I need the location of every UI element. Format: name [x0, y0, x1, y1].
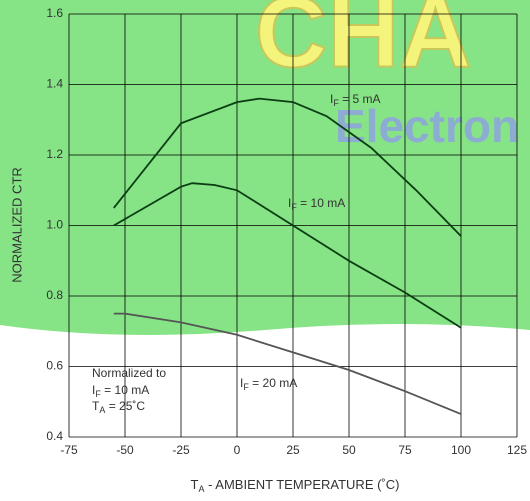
x-axis-label-main: T: [191, 477, 199, 492]
y-tick-label: 1.0: [46, 218, 63, 232]
watermark: CHA: [255, 0, 472, 88]
series-label-sub: F: [333, 98, 339, 108]
y-tick-label: 1.4: [46, 77, 63, 91]
y-tick-label: 1.6: [46, 6, 63, 20]
series-line: [113, 97, 462, 237]
y-tick-label: 0.6: [46, 359, 63, 373]
series-label-rest: = 5 mA: [339, 92, 381, 106]
x-axis-label: TA - AMBIENT TEMPERATURE (˚C): [191, 477, 400, 494]
series-label-sub: F: [291, 202, 297, 212]
note-sub: F: [95, 389, 101, 399]
y-tick-label: 0.4: [46, 429, 63, 443]
background-band: [0, 0, 530, 335]
note: TA = 25˚C: [92, 399, 145, 415]
series-line: [113, 312, 462, 415]
series-label: IF = 10 mA: [288, 196, 345, 212]
series-label-rest: = 10 mA: [297, 196, 345, 210]
x-tick-label: 25: [286, 443, 300, 457]
x-tick-label: -50: [116, 443, 134, 457]
x-tick-label: 50: [342, 443, 356, 457]
series-label-sub: F: [243, 382, 249, 392]
series-label-main: I: [240, 376, 243, 390]
x-axis-label-sub: A: [198, 484, 204, 494]
note-rest: = 25˚C: [105, 399, 145, 413]
x-tick-label: 125: [507, 443, 527, 457]
x-tick-label: 0: [234, 443, 241, 457]
series-label-main: I: [330, 92, 333, 106]
x-axis-label-rest: - AMBIENT TEMPERATURE (˚C): [204, 477, 399, 492]
x-tick-label: -75: [60, 443, 78, 457]
note: Normalized to: [92, 366, 166, 380]
y-axis-label: NORMALIZED CTR: [9, 167, 24, 283]
note-rest: = 10 mA: [101, 383, 149, 397]
y-tick-label: 0.8: [46, 288, 63, 302]
series-label: IF = 5 mA: [330, 92, 381, 108]
x-tick-label: 75: [398, 443, 412, 457]
series-line: [113, 182, 462, 329]
note: IF = 10 mA: [92, 383, 149, 399]
series-label: IF = 20 mA: [240, 376, 297, 392]
series-label-rest: = 20 mA: [249, 376, 297, 390]
note-main: T: [92, 399, 100, 413]
series-label-main: I: [288, 196, 291, 210]
x-tick-label: -25: [172, 443, 190, 457]
note-sub: A: [99, 405, 105, 415]
note-main: I: [92, 383, 95, 397]
y-tick-label: 1.2: [46, 147, 63, 161]
x-tick-label: 100: [451, 443, 471, 457]
watermark: Electron: [335, 100, 519, 152]
